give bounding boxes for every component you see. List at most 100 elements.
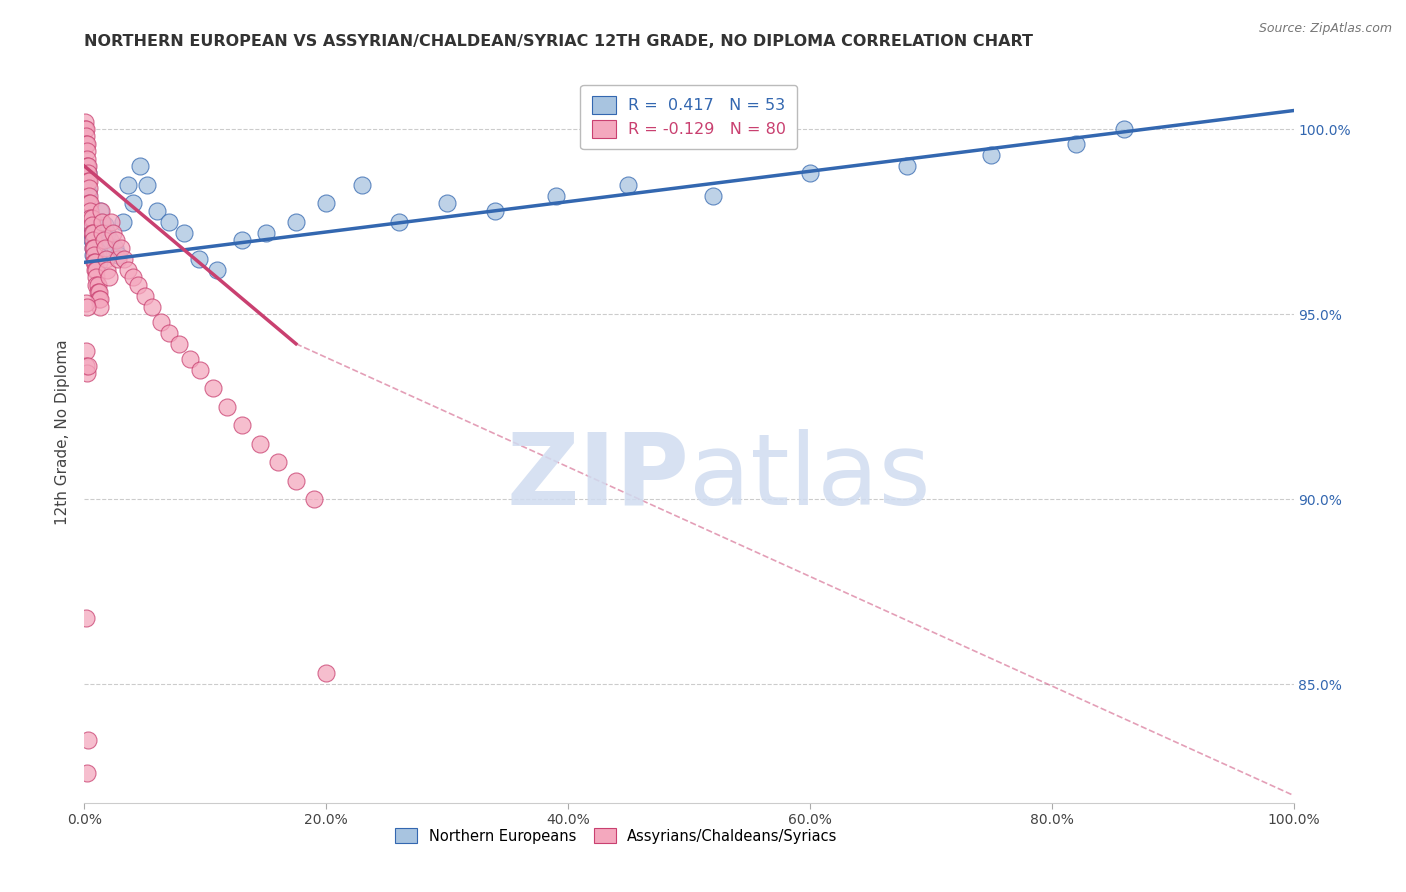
- Point: [617, 178, 640, 192]
- Point: [82, 226, 104, 240]
- Point: [799, 167, 821, 181]
- Point: [91, 226, 114, 240]
- Point: [83, 255, 105, 269]
- Point: [1064, 136, 1087, 151]
- Point: [284, 214, 308, 228]
- Point: [100, 214, 122, 228]
- Point: [93, 233, 115, 247]
- Point: [77, 188, 100, 202]
- Point: [86, 262, 108, 277]
- Text: NORTHERN EUROPEAN VS ASSYRIAN/CHALDEAN/SYRIAC 12TH GRADE, NO DIPLOMA CORRELATION: NORTHERN EUROPEAN VS ASSYRIAN/CHALDEAN/S…: [84, 34, 1033, 49]
- Point: [267, 455, 290, 469]
- Point: [75, 122, 97, 136]
- Point: [96, 262, 118, 277]
- Point: [97, 270, 120, 285]
- Point: [79, 196, 101, 211]
- Point: [84, 255, 107, 269]
- Point: [90, 214, 112, 228]
- Y-axis label: 12th Grade, No Diploma: 12th Grade, No Diploma: [55, 340, 70, 525]
- Point: [77, 196, 100, 211]
- Point: [76, 300, 98, 314]
- Point: [83, 214, 105, 228]
- Point: [79, 203, 101, 218]
- Point: [82, 241, 104, 255]
- Point: [302, 492, 325, 507]
- Point: [112, 252, 135, 266]
- Point: [76, 145, 98, 159]
- Point: [82, 233, 104, 247]
- Point: [77, 203, 100, 218]
- Point: [73, 114, 96, 128]
- Point: [93, 233, 115, 247]
- Point: [86, 285, 108, 299]
- Point: [75, 296, 97, 310]
- Point: [75, 344, 97, 359]
- Point: [86, 270, 108, 285]
- Point: [134, 288, 156, 302]
- Point: [76, 367, 98, 381]
- Point: [352, 178, 374, 192]
- Point: [79, 211, 101, 225]
- Legend: Northern Europeans, Assyrians/Chaldeans/Syriacs: Northern Europeans, Assyrians/Chaldeans/…: [388, 821, 845, 851]
- Point: [207, 262, 229, 277]
- Point: [231, 418, 253, 433]
- Point: [544, 188, 567, 202]
- Point: [141, 300, 163, 314]
- Point: [76, 152, 98, 166]
- Point: [179, 351, 201, 366]
- Point: [87, 285, 110, 299]
- Point: [87, 293, 110, 307]
- Point: [76, 178, 98, 192]
- Point: [77, 159, 100, 173]
- Point: [315, 196, 337, 211]
- Point: [94, 241, 117, 255]
- Point: [84, 262, 107, 277]
- Point: [110, 241, 132, 255]
- Point: [86, 277, 108, 292]
- Point: [82, 248, 104, 262]
- Point: [94, 252, 117, 266]
- Point: [79, 219, 101, 233]
- Point: [107, 248, 129, 262]
- Point: [146, 203, 169, 218]
- Point: [127, 277, 149, 292]
- Point: [94, 219, 117, 233]
- Point: [75, 122, 97, 136]
- Point: [76, 159, 98, 173]
- Point: [91, 226, 114, 240]
- Point: [86, 277, 108, 292]
- Point: [89, 293, 111, 307]
- Point: [90, 203, 112, 218]
- Point: [76, 136, 98, 151]
- Point: [77, 174, 100, 188]
- Point: [188, 252, 211, 266]
- Point: [77, 174, 100, 188]
- Point: [77, 167, 100, 181]
- Point: [77, 181, 100, 195]
- Point: [86, 241, 108, 255]
- Point: [121, 270, 143, 285]
- Point: [77, 732, 100, 747]
- Point: [215, 400, 238, 414]
- Point: [104, 241, 127, 255]
- Point: [79, 211, 101, 225]
- Point: [702, 188, 724, 202]
- Point: [83, 241, 105, 255]
- Point: [91, 214, 114, 228]
- Point: [157, 214, 180, 228]
- Point: [80, 226, 103, 240]
- Point: [107, 252, 129, 266]
- Point: [75, 196, 97, 211]
- Point: [254, 226, 277, 240]
- Point: [83, 226, 105, 240]
- Text: atlas: atlas: [689, 428, 931, 525]
- Point: [121, 196, 143, 211]
- Point: [484, 203, 506, 218]
- Point: [75, 136, 97, 151]
- Point: [75, 611, 97, 625]
- Point: [83, 248, 105, 262]
- Point: [167, 336, 190, 351]
- Point: [89, 203, 111, 218]
- Point: [89, 300, 111, 314]
- Point: [173, 226, 195, 240]
